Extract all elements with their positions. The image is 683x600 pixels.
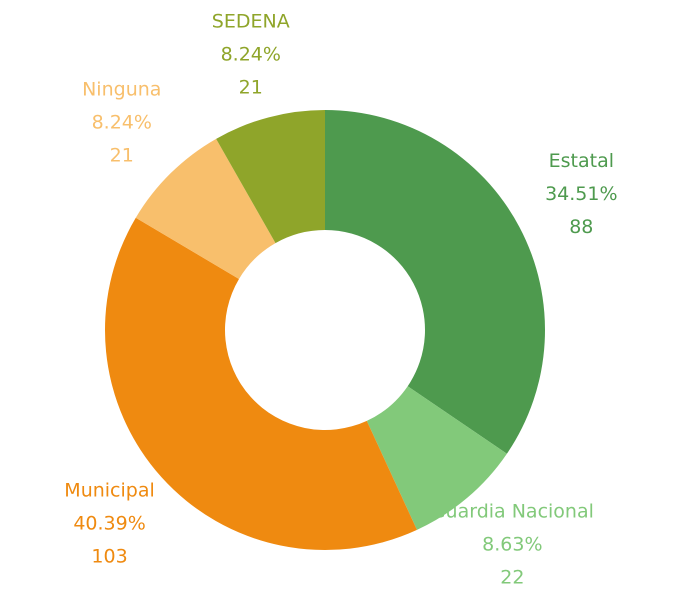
slice-percent: 8.24%: [92, 112, 152, 134]
slice-count: 21: [110, 145, 134, 167]
slice-label: Ninguna: [82, 79, 161, 101]
slice-percent: 8.24%: [221, 44, 281, 66]
slice-label: SEDENA: [212, 11, 290, 33]
slice-percent: 8.63%: [482, 534, 542, 556]
slice: [325, 110, 545, 454]
slice: [135, 138, 276, 279]
slice: [105, 217, 417, 550]
slice-count: 103: [91, 546, 127, 568]
slice: [216, 110, 325, 244]
slice-label: Guardia Nacional: [431, 501, 594, 523]
slice-percent: 40.39%: [73, 513, 145, 535]
slice-count: 21: [239, 77, 263, 99]
slice-count: 22: [500, 567, 524, 589]
slice-percent: 34.51%: [545, 183, 617, 205]
slice-count: 88: [569, 216, 593, 238]
slice-label: Municipal: [64, 480, 154, 502]
slice: [366, 386, 507, 530]
slice-label: Estatal: [549, 150, 614, 172]
